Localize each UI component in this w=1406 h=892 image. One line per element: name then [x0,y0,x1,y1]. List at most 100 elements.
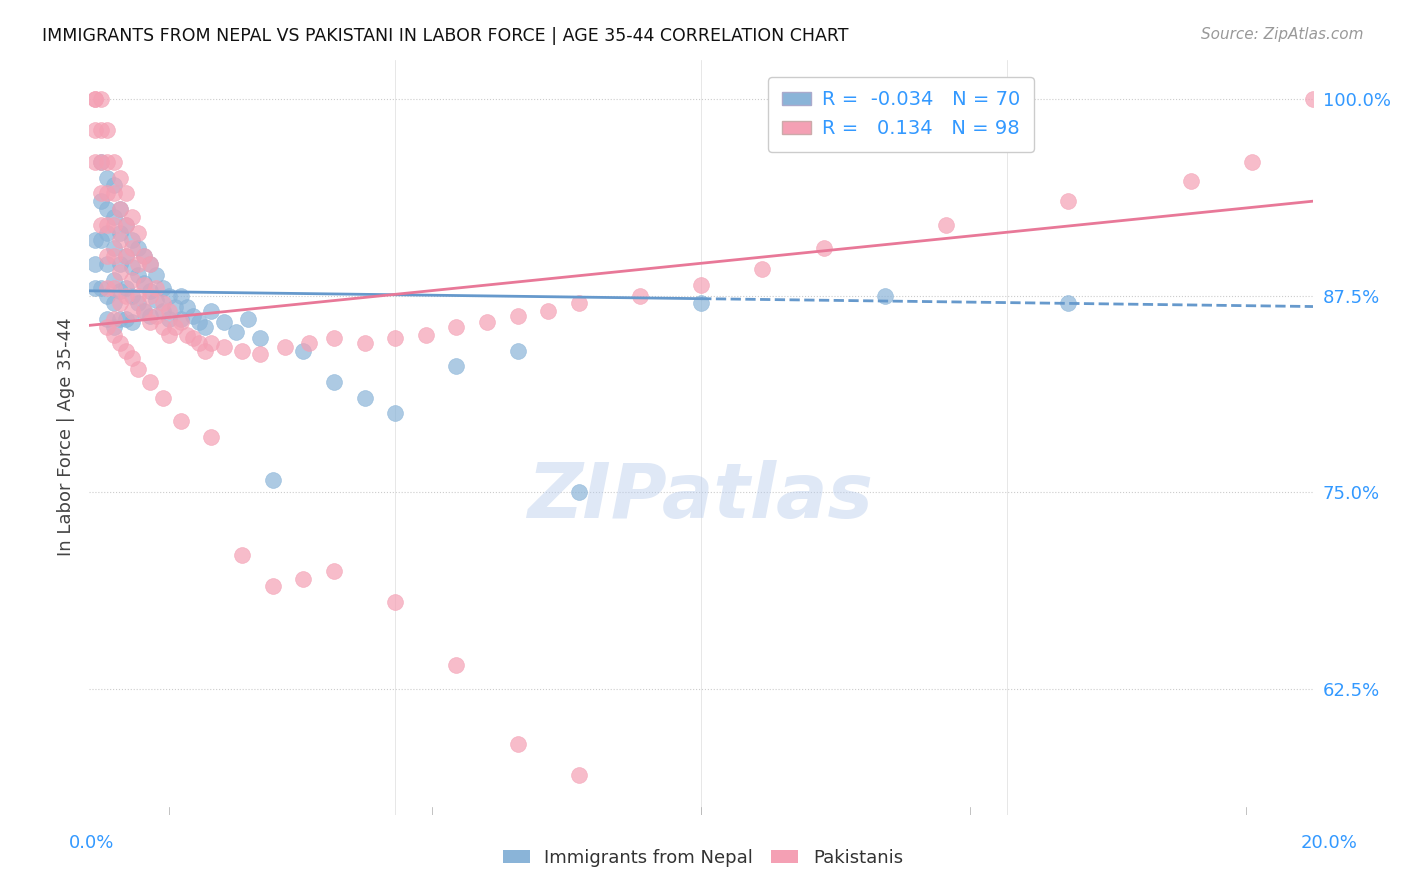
Point [96,312,118,326]
Point [384,331,406,345]
Point [200,335,222,350]
Point [813,241,835,255]
Point [134,249,156,263]
Point [108,335,131,350]
Point [114,343,136,358]
Point [121,351,143,366]
Point [108,257,131,271]
Point [322,375,344,389]
Point [152,280,174,294]
Point [145,309,167,323]
Point [1180,174,1202,188]
Point [96,202,118,216]
Point [103,280,125,294]
Point [139,315,162,329]
Point [114,186,136,201]
Point [139,309,162,323]
Point [384,407,406,421]
Point [134,249,156,263]
Text: ZIPatlas: ZIPatlas [529,460,875,534]
Point [96,154,118,169]
Point [121,260,143,275]
Point [114,249,136,263]
Y-axis label: In Labor Force | Age 35-44: In Labor Force | Age 35-44 [58,318,75,557]
Point [103,178,125,193]
Point [90,92,112,106]
Point [751,261,773,276]
Point [145,293,167,308]
Point [194,320,217,334]
Point [127,257,149,271]
Point [1057,194,1080,209]
Point [90,123,112,137]
Point [127,296,149,310]
Legend: Immigrants from Nepal, Pakistanis: Immigrants from Nepal, Pakistanis [496,842,910,874]
Point [90,280,112,294]
Point [231,548,253,562]
Point [298,335,321,350]
Text: Source: ZipAtlas.com: Source: ZipAtlas.com [1201,27,1364,42]
Point [134,304,156,318]
Point [262,473,284,487]
Point [322,564,344,578]
Point [121,273,143,287]
Point [121,288,143,302]
Point [103,312,125,326]
Point [231,343,253,358]
Point [127,268,149,282]
Point [568,768,591,782]
Point [157,288,180,302]
Point [108,202,131,216]
Point [96,123,118,137]
Point [84,234,107,248]
Point [628,288,651,302]
Point [274,340,297,354]
Point [181,309,204,323]
Point [475,315,498,329]
Point [212,340,235,354]
Point [114,218,136,232]
Point [108,170,131,185]
Point [84,123,107,137]
Point [353,335,375,350]
Point [121,234,143,248]
Point [134,304,156,318]
Point [127,241,149,255]
Text: 0.0%: 0.0% [69,834,114,852]
Point [134,276,156,290]
Point [134,277,156,292]
Point [84,92,107,106]
Point [1302,92,1324,106]
Text: IMMIGRANTS FROM NEPAL VS PAKISTANI IN LABOR FORCE | AGE 35-44 CORRELATION CHART: IMMIGRANTS FROM NEPAL VS PAKISTANI IN LA… [42,27,849,45]
Point [1241,154,1264,169]
Point [384,595,406,609]
Point [90,234,112,248]
Point [90,218,112,232]
Point [170,315,193,329]
Point [103,296,125,310]
Point [90,186,112,201]
Point [249,331,271,345]
Point [163,300,186,314]
Point [139,375,162,389]
Point [96,170,118,185]
Point [96,280,118,294]
Point [152,320,174,334]
Point [103,210,125,224]
Point [127,226,149,240]
Point [103,273,125,287]
Point [446,320,468,334]
Point [84,92,107,106]
Point [568,485,591,500]
Point [152,296,174,310]
Point [415,327,437,342]
Point [114,249,136,263]
Point [262,580,284,594]
Point [353,391,375,405]
Point [873,288,896,302]
Point [127,288,149,302]
Point [506,343,529,358]
Point [157,312,180,326]
Point [145,268,167,282]
Legend: R =  -0.034   N = 70, R =   0.134   N = 98: R = -0.034 N = 70, R = 0.134 N = 98 [768,77,1035,152]
